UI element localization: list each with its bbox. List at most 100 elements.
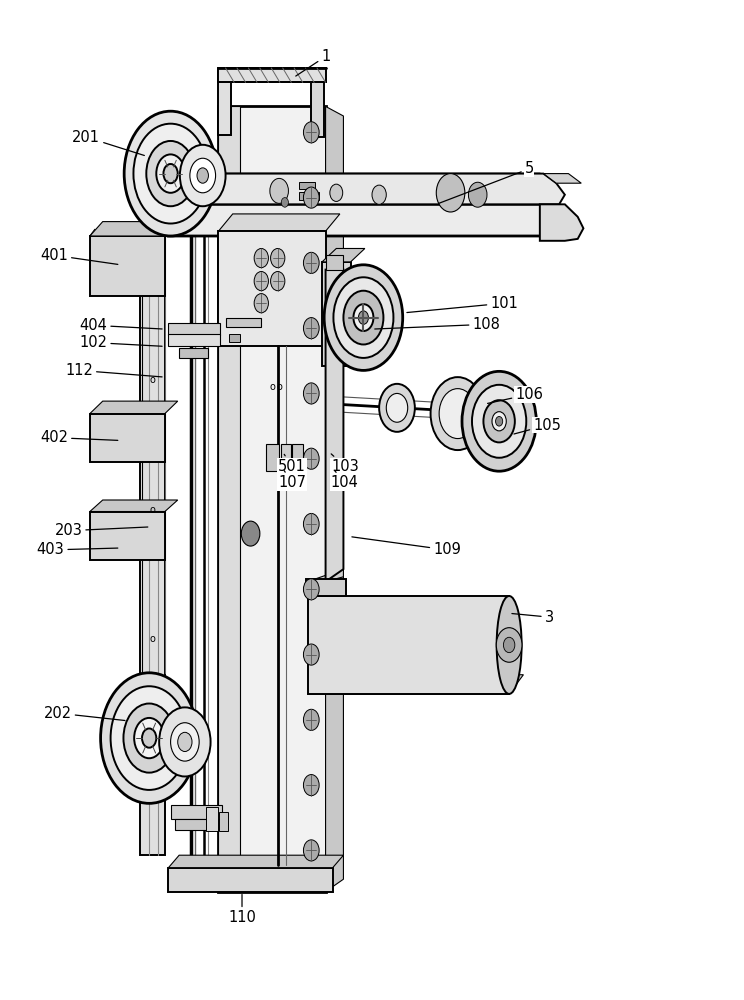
Polygon shape	[219, 106, 326, 892]
Polygon shape	[90, 222, 178, 236]
Bar	[311, 75, 324, 137]
Circle shape	[379, 384, 415, 432]
Circle shape	[304, 840, 319, 861]
Circle shape	[472, 385, 526, 458]
Bar	[229, 334, 240, 342]
Bar	[219, 812, 228, 831]
Text: 1: 1	[296, 49, 330, 76]
Text: 101: 101	[407, 296, 518, 313]
Bar	[266, 444, 279, 471]
Circle shape	[484, 400, 515, 442]
Text: 402: 402	[40, 430, 118, 445]
Text: 107: 107	[278, 471, 306, 490]
Text: o: o	[276, 382, 282, 392]
Circle shape	[333, 277, 394, 358]
Circle shape	[353, 304, 373, 331]
Text: 109: 109	[352, 537, 461, 557]
Circle shape	[439, 389, 476, 439]
Text: o: o	[150, 375, 155, 385]
Polygon shape	[168, 204, 563, 236]
Circle shape	[304, 448, 319, 469]
Bar	[219, 68, 326, 82]
Circle shape	[304, 383, 319, 404]
Circle shape	[304, 187, 319, 208]
Circle shape	[271, 248, 285, 268]
Circle shape	[386, 393, 408, 422]
Circle shape	[469, 182, 487, 207]
Polygon shape	[308, 675, 524, 694]
Circle shape	[462, 371, 536, 471]
Circle shape	[436, 174, 465, 212]
Bar	[168, 323, 220, 335]
Polygon shape	[90, 414, 165, 462]
Bar	[170, 805, 222, 819]
Text: 102: 102	[80, 335, 162, 350]
Circle shape	[304, 122, 319, 143]
Circle shape	[359, 311, 368, 324]
Polygon shape	[322, 248, 365, 262]
Circle shape	[304, 775, 319, 796]
Circle shape	[504, 637, 515, 653]
Circle shape	[142, 728, 156, 748]
Circle shape	[164, 164, 178, 183]
Circle shape	[156, 154, 185, 193]
Circle shape	[496, 416, 503, 426]
Polygon shape	[219, 231, 326, 346]
Circle shape	[304, 318, 319, 339]
Polygon shape	[308, 596, 509, 694]
Bar	[299, 182, 315, 189]
Circle shape	[197, 168, 208, 183]
Circle shape	[281, 198, 289, 207]
Ellipse shape	[497, 596, 522, 694]
Circle shape	[324, 265, 403, 370]
Polygon shape	[219, 106, 240, 892]
Polygon shape	[168, 855, 344, 868]
Circle shape	[124, 704, 175, 773]
Bar	[168, 334, 220, 346]
Polygon shape	[543, 174, 581, 183]
Circle shape	[271, 272, 285, 291]
Text: 105: 105	[514, 418, 561, 434]
Text: 401: 401	[40, 248, 118, 264]
Text: o: o	[150, 634, 155, 644]
Text: o: o	[269, 382, 275, 392]
Text: 108: 108	[375, 317, 500, 332]
Circle shape	[111, 686, 187, 790]
Bar	[280, 444, 292, 471]
Circle shape	[372, 185, 386, 204]
Circle shape	[304, 709, 319, 730]
Circle shape	[254, 272, 269, 291]
Text: 3: 3	[512, 610, 554, 625]
Circle shape	[134, 718, 164, 758]
Polygon shape	[90, 500, 178, 512]
Polygon shape	[140, 137, 165, 855]
Text: 404: 404	[80, 318, 162, 333]
Polygon shape	[308, 577, 344, 598]
Polygon shape	[168, 174, 554, 183]
Circle shape	[100, 673, 198, 803]
Circle shape	[133, 124, 208, 224]
Bar	[168, 868, 333, 892]
Polygon shape	[140, 121, 178, 137]
Circle shape	[241, 521, 260, 546]
Polygon shape	[326, 270, 344, 582]
Circle shape	[190, 158, 216, 193]
Bar	[307, 579, 345, 596]
Text: 403: 403	[36, 542, 118, 557]
Circle shape	[178, 732, 192, 752]
Polygon shape	[326, 106, 344, 892]
Circle shape	[270, 178, 289, 203]
Text: o: o	[150, 505, 155, 515]
Polygon shape	[326, 255, 344, 270]
Circle shape	[492, 412, 506, 431]
Polygon shape	[168, 174, 565, 204]
Circle shape	[180, 145, 225, 206]
Bar	[179, 348, 208, 358]
Polygon shape	[219, 214, 340, 231]
Circle shape	[254, 248, 269, 268]
Bar	[292, 444, 303, 471]
Polygon shape	[308, 569, 344, 596]
Text: 501: 501	[278, 454, 306, 474]
Bar	[299, 192, 319, 200]
Bar	[206, 807, 218, 831]
